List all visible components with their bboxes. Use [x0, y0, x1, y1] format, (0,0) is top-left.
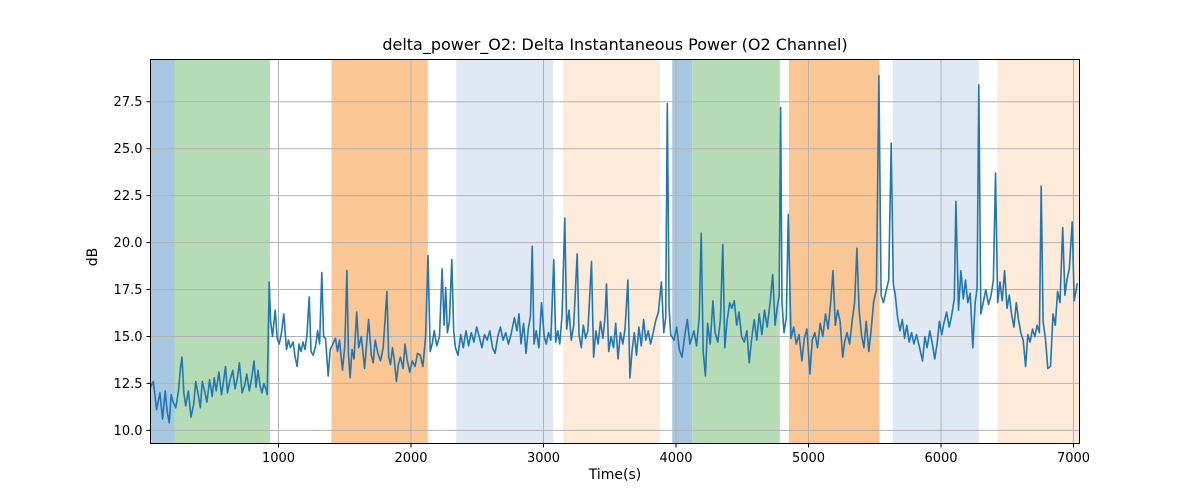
- y-tick-label-25: 25.0: [114, 142, 143, 157]
- y-tick-label-17.5: 17.5: [114, 283, 143, 298]
- axvspan-band-0: [150, 59, 175, 444]
- series-line-delta_power_O2: [149, 74, 1078, 424]
- x-tick-label-5000: 5000: [792, 451, 825, 466]
- y-tick-label-22.5: 22.5: [114, 189, 143, 204]
- y-tick-label-20: 20.0: [114, 236, 143, 251]
- y-tick-label-10: 10.0: [114, 424, 143, 439]
- x-tick-label-4000: 4000: [659, 451, 692, 466]
- axvspan-band-7: [788, 59, 880, 444]
- chart-title: delta_power_O2: Delta Instantaneous Powe…: [382, 35, 848, 54]
- axvspan-band-8: [892, 59, 979, 444]
- axvspan-band-3: [456, 59, 554, 444]
- axvspan-band-2: [331, 59, 428, 444]
- x-tick-label-2000: 2000: [394, 451, 427, 466]
- x-tick-label-7000: 7000: [1057, 451, 1090, 466]
- axvspan-band-4: [563, 59, 660, 444]
- x-tick-label-1000: 1000: [262, 451, 295, 466]
- axvspan-band-5: [672, 59, 693, 444]
- y-tick-label-12.5: 12.5: [114, 377, 143, 392]
- axes-spines: [150, 59, 1080, 444]
- x-tick-label-6000: 6000: [924, 451, 957, 466]
- axvspan-band-9: [997, 59, 1080, 444]
- x-tick-label-3000: 3000: [527, 451, 560, 466]
- y-tick-label-15: 15.0: [114, 330, 143, 345]
- axvspan-band-6: [692, 59, 780, 444]
- x-axis-label: Time(s): [588, 467, 642, 483]
- y-tick-label-27.5: 27.5: [114, 95, 143, 110]
- y-axis-label-text: dB: [85, 247, 101, 267]
- axvspan-band-1: [174, 59, 270, 444]
